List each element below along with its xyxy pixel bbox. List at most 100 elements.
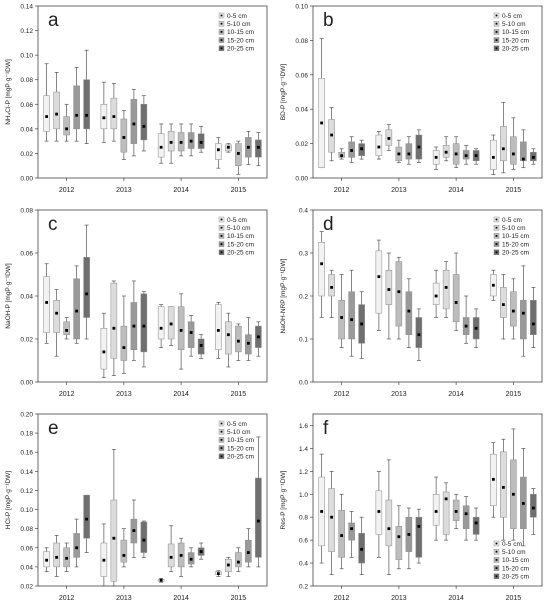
median-marker: [417, 524, 421, 528]
box-plot: [187, 123, 195, 157]
y-axis-label: NaOH-P [mgP·g⁻¹DW]: [5, 263, 12, 329]
box-iqr: [140, 521, 148, 553]
median-marker: [132, 122, 136, 126]
box-iqr: [395, 526, 403, 560]
median-marker: [464, 154, 468, 158]
box-plot: [100, 523, 108, 587]
legend-label: 10-15 cm: [227, 29, 254, 36]
median-marker: [521, 157, 525, 161]
median-marker: [226, 333, 230, 337]
median-marker: [256, 335, 260, 339]
box-plot: [245, 528, 252, 568]
median-marker: [199, 550, 203, 553]
median-marker: [330, 133, 334, 137]
box-plot: [462, 144, 470, 165]
median-marker: [340, 534, 344, 537]
y-tick-label: 0.04: [20, 294, 33, 301]
legend-median-marker: [220, 235, 223, 237]
median-marker: [454, 152, 458, 156]
box-iqr: [215, 304, 222, 350]
legend-median-marker: [495, 575, 498, 578]
box-plot: [157, 123, 165, 164]
median-marker: [434, 294, 438, 298]
median-marker: [112, 326, 116, 330]
median-marker: [377, 275, 381, 279]
box-plot: [472, 308, 480, 348]
median-marker: [387, 137, 391, 140]
box-plot: [490, 269, 497, 301]
box-iqr: [500, 287, 507, 318]
box-iqr: [490, 139, 497, 170]
box-iqr: [157, 133, 165, 158]
box-iqr: [348, 522, 355, 541]
median-marker: [501, 147, 505, 151]
x-tick-label: 2014: [448, 595, 464, 602]
box-plot: [197, 126, 205, 153]
box-iqr: [442, 491, 450, 535]
box-iqr: [140, 104, 148, 141]
x-tick-label: 2013: [116, 595, 132, 602]
y-tick-label: 0.00: [295, 176, 308, 183]
median-marker: [246, 341, 250, 345]
box-plot: [375, 131, 383, 160]
box-plot: [157, 304, 165, 348]
box-plot: [120, 110, 128, 160]
legend-median-marker: [220, 22, 223, 25]
median-marker: [417, 145, 421, 149]
median-marker: [521, 311, 525, 315]
median-marker: [189, 331, 193, 334]
median-marker: [246, 551, 250, 554]
box-plot: [225, 143, 232, 153]
box-plot: [318, 231, 325, 318]
box-iqr: [510, 291, 517, 327]
y-tick-label: 0.02: [20, 337, 33, 344]
box-iqr: [235, 325, 242, 353]
median-marker: [85, 517, 89, 521]
panel-b: 0.00 0.02 0.04 0.06 0.08 0.10 BD-P [mgP·g⁻¹DW]…: [280, 4, 543, 194]
y-tick-label: 0.06: [20, 251, 33, 258]
y-tick-label: 0.4: [299, 561, 308, 568]
legend-label: 5-10 cm: [227, 225, 250, 232]
median-marker: [464, 512, 468, 516]
box-plot: [63, 542, 70, 573]
box-plot: [338, 493, 345, 570]
median-marker: [55, 112, 59, 116]
x-tick-label: 2012: [59, 391, 75, 398]
panel-letter: e: [48, 418, 59, 439]
legend-median-marker: [495, 235, 498, 237]
legend-label: 10-15 cm: [502, 29, 529, 36]
box-iqr: [110, 499, 118, 582]
box-iqr: [167, 543, 175, 568]
legend-label: 20-25 cm: [227, 250, 254, 257]
legend-label: 15-20 cm: [227, 445, 254, 452]
box-plot: [43, 263, 50, 344]
median-marker: [360, 147, 364, 151]
box-iqr: [338, 300, 345, 340]
median-marker: [377, 145, 381, 149]
median-marker: [75, 546, 79, 550]
x-tick-label: 2013: [391, 187, 407, 194]
legend-label: 10-15 cm: [502, 557, 529, 564]
median-marker: [216, 148, 220, 152]
median-marker: [45, 558, 49, 562]
median-marker: [320, 262, 324, 266]
box-iqr: [405, 143, 413, 160]
box-plot: [187, 547, 195, 568]
box-plot: [338, 148, 345, 160]
legend-median-marker: [220, 447, 223, 449]
median-marker: [65, 556, 69, 560]
median-marker: [501, 303, 505, 306]
box-plot: [167, 123, 175, 164]
y-tick-label: 0.3: [299, 251, 308, 258]
box-plot: [530, 287, 537, 348]
legend-median-marker: [220, 430, 223, 433]
median-marker: [444, 286, 448, 289]
panel-a: 0.00 0.02 0.04 0.06 0.08 0.10 0.12 0.14 NH₄Cl-P …: [5, 4, 268, 194]
legend-median-marker: [220, 422, 223, 425]
median-marker: [454, 301, 458, 304]
box-iqr: [53, 91, 60, 130]
median-marker: [169, 322, 173, 326]
y-axis-label: Res-P [mgP·g⁻¹DW]: [280, 470, 287, 529]
